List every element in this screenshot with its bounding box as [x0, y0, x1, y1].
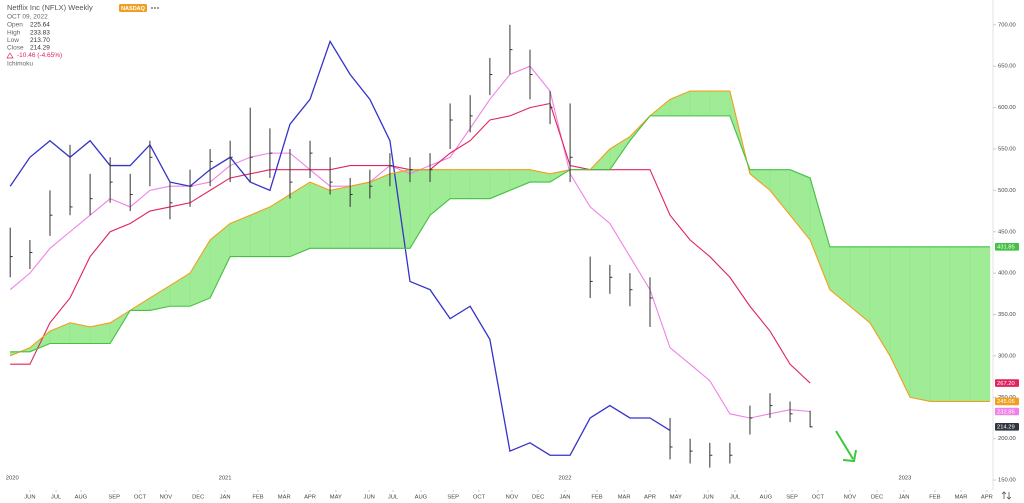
cloud — [469, 169, 491, 199]
x-tick-label: NOV — [506, 495, 519, 501]
x-tick-label: DEC — [532, 495, 544, 501]
annotation-arrow — [835, 430, 857, 463]
x-tick-label: JUL — [730, 495, 741, 501]
legend-value: 213.70 — [30, 37, 50, 44]
price-tag-label: 232.85 — [997, 409, 1015, 415]
price-tag — [995, 423, 1019, 431]
bar-date: OCT 09, 2022 — [7, 14, 48, 21]
y-tick-label: 650.00 — [998, 64, 1016, 70]
exchange-badge — [119, 4, 147, 12]
x-tick-label: APR — [981, 495, 993, 501]
x-tick-label: SEP — [786, 495, 798, 501]
x-tick-label: SEP — [447, 495, 459, 501]
y-tick-label: 350.00 — [998, 312, 1016, 318]
year-tick-label: 2021 — [219, 476, 232, 482]
y-tick-label: 700.00 — [998, 22, 1016, 28]
x-tick-label: SEP — [108, 495, 120, 501]
x-tick-label: MAY — [670, 495, 682, 501]
legend-header: Netflix Inc (NFLX) Weekly NASDAQ OCT 09,… — [6, 3, 159, 68]
x-tick-label: AUG — [760, 495, 773, 501]
x-tick-label: MAR — [618, 495, 631, 501]
indicator-line — [9, 90, 990, 402]
x-tick-label: AUG — [75, 495, 88, 501]
indicator-line — [10, 115, 990, 353]
year-tick-label: 2020 — [6, 476, 19, 482]
price-tag-label: 214.29 — [997, 425, 1015, 431]
x-tick-label: FEB — [591, 495, 602, 501]
price-tag-label: 267.20 — [997, 381, 1015, 387]
x-tick-label: APR — [644, 495, 656, 501]
legend-label: Close — [7, 45, 24, 52]
plot-area — [9, 24, 991, 468]
x-tick-label: JAN — [220, 495, 231, 501]
y-tick-label: 500.00 — [998, 188, 1016, 194]
x-tick-label: JUN — [24, 495, 35, 501]
cloud — [349, 181, 371, 249]
cloud — [369, 173, 391, 249]
y-tick-label: 300.00 — [998, 353, 1016, 359]
change-icon — [6, 52, 14, 59]
y-tick-label: 450.00 — [998, 229, 1016, 235]
x-tick-label: DEC — [192, 495, 204, 501]
cloud — [929, 246, 951, 402]
cloud — [689, 90, 711, 117]
cloud — [329, 185, 351, 249]
x-tick-label: AUG — [415, 495, 428, 501]
legend-value: 214.29 — [30, 45, 50, 52]
price-tag-label: 431.85 — [997, 245, 1015, 251]
cloud — [709, 90, 731, 117]
cloud — [969, 246, 991, 402]
x-tick-label: JAN — [898, 495, 909, 501]
x-tick-label: JUL — [388, 495, 399, 501]
price-tag — [995, 242, 1019, 251]
x-tick-label: APR — [304, 495, 316, 501]
chart-title: Netflix Inc (NFLX) Weekly — [7, 3, 93, 12]
indicator-name[interactable]: Ichimoku — [7, 61, 33, 68]
price-tag — [995, 379, 1019, 387]
cloud — [949, 246, 971, 402]
menu-dots[interactable] — [151, 7, 159, 9]
x-tick-label: JUN — [364, 495, 375, 501]
y-tick-label: 150.00 — [998, 478, 1016, 484]
legend-value: 233.83 — [30, 29, 50, 36]
x-tick-label: NOV — [160, 495, 173, 501]
cloud — [309, 181, 331, 249]
x-tick-label: OCT — [812, 495, 825, 501]
year-tick-label: 2023 — [898, 476, 911, 482]
x-tick-label: OCT — [134, 495, 147, 501]
x-tick-label: MAR — [278, 495, 291, 501]
price-tag-label: 245.05 — [997, 399, 1015, 405]
y-tick-label: 200.00 — [998, 436, 1016, 442]
x-tick-label: FEB — [252, 495, 263, 501]
x-tick-label: FEB — [929, 495, 940, 501]
x-tick-label: JUN — [702, 495, 713, 501]
change: -10.46 (-4.65%) — [17, 52, 62, 59]
price-tag — [995, 397, 1019, 406]
x-tick-label: JUL — [51, 495, 62, 501]
legend-label: Open — [7, 22, 23, 29]
x-tick-label: OCT — [473, 495, 486, 501]
legend-value: 225.64 — [30, 22, 50, 29]
legend-label: Low — [7, 37, 19, 44]
price-tag — [995, 407, 1019, 416]
exchange: NASDAQ — [121, 6, 146, 12]
indicator-line — [9, 39, 671, 456]
y-tick-label: 600.00 — [998, 105, 1016, 111]
x-tick-label: DEC — [871, 495, 883, 501]
legend-label: High — [7, 29, 21, 36]
cloud — [909, 246, 931, 402]
cloud — [449, 169, 471, 199]
x-tick-label: NOV — [844, 495, 857, 501]
x-tick-label: MAR — [955, 495, 968, 501]
y-tick-label: 550.00 — [998, 147, 1016, 153]
x-tick-label: MAY — [330, 495, 342, 501]
year-tick-label: 2022 — [559, 476, 572, 482]
x-tick-label: JAN — [560, 495, 571, 501]
y-tick-label: 400.00 — [998, 271, 1016, 277]
scale-button[interactable] — [1001, 491, 1012, 500]
